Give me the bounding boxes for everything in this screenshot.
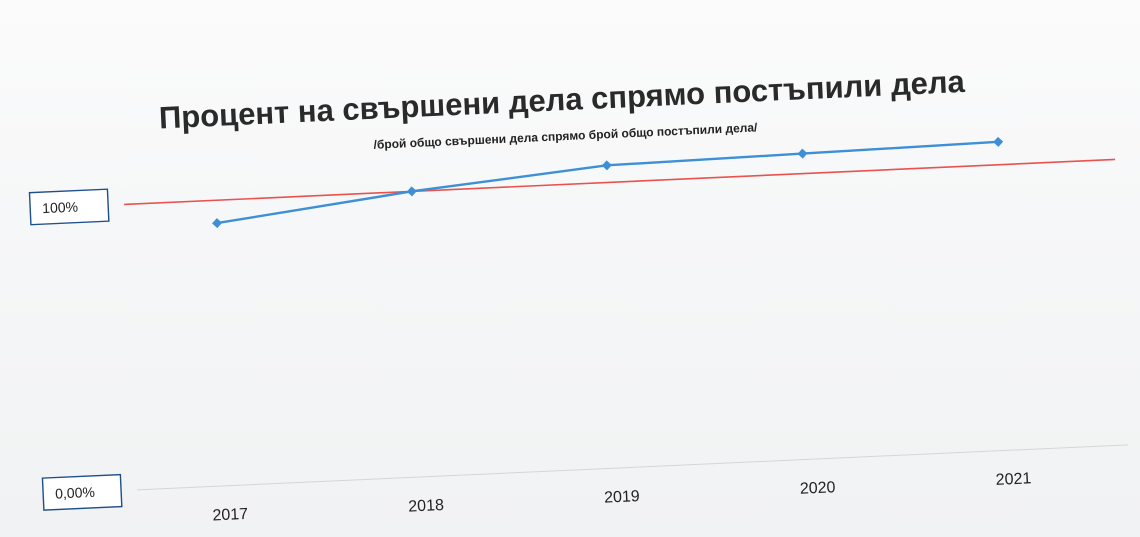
series-layer — [212, 136, 1004, 229]
y-tick-box-0: 0,00% — [41, 473, 123, 511]
x-tick-layer: 2017 2018 2019 2020 2021 — [212, 470, 1032, 524]
chart-title: Процент на свършени дела спрямо постъпил… — [158, 64, 966, 136]
y-tick-label-0: 0,00% — [55, 484, 95, 502]
chart-subtitle: /брой общо свършени дела спрямо брой общ… — [373, 120, 758, 151]
y-tick-box-frame — [28, 188, 110, 226]
data-point-2021 — [993, 136, 1004, 147]
y-tick-layer: 0,00% 100% — [28, 188, 123, 511]
x-tick-label-2017: 2017 — [212, 506, 248, 525]
y-tick-box-frame — [41, 473, 123, 511]
x-axis-line — [137, 444, 1129, 491]
reference-line-100 — [124, 158, 1116, 206]
x-tick-label-2021: 2021 — [995, 470, 1031, 489]
data-point-2017 — [212, 218, 223, 229]
x-tick-label-2020: 2020 — [800, 479, 836, 498]
data-point-2019 — [601, 160, 612, 171]
chart-area: Процент на свършени дела спрямо постъпил… — [28, 64, 1129, 524]
x-tick-label-2018: 2018 — [408, 497, 444, 516]
reference-line-layer — [124, 158, 1116, 206]
x-tick-label-2019: 2019 — [604, 488, 640, 507]
y-tick-box-1: 100% — [28, 188, 110, 226]
data-point-2020 — [797, 148, 808, 159]
data-point-2018 — [406, 186, 417, 197]
y-tick-label-1: 100% — [42, 199, 79, 217]
